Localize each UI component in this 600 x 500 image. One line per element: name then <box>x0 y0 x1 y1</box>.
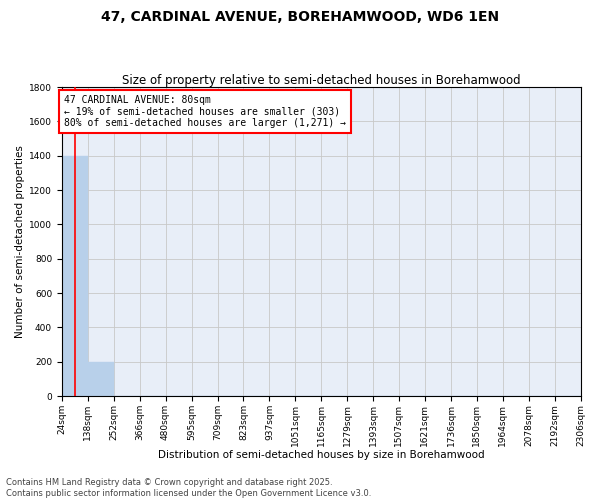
X-axis label: Distribution of semi-detached houses by size in Borehamwood: Distribution of semi-detached houses by … <box>158 450 485 460</box>
Title: Size of property relative to semi-detached houses in Borehamwood: Size of property relative to semi-detach… <box>122 74 521 87</box>
Bar <box>62 156 88 396</box>
Text: 47 CARDINAL AVENUE: 80sqm
← 19% of semi-detached houses are smaller (303)
80% of: 47 CARDINAL AVENUE: 80sqm ← 19% of semi-… <box>64 94 346 128</box>
Y-axis label: Number of semi-detached properties: Number of semi-detached properties <box>15 145 25 338</box>
Text: 47, CARDINAL AVENUE, BOREHAMWOOD, WD6 1EN: 47, CARDINAL AVENUE, BOREHAMWOOD, WD6 1E… <box>101 10 499 24</box>
Bar <box>88 362 114 396</box>
Text: Contains HM Land Registry data © Crown copyright and database right 2025.
Contai: Contains HM Land Registry data © Crown c… <box>6 478 371 498</box>
